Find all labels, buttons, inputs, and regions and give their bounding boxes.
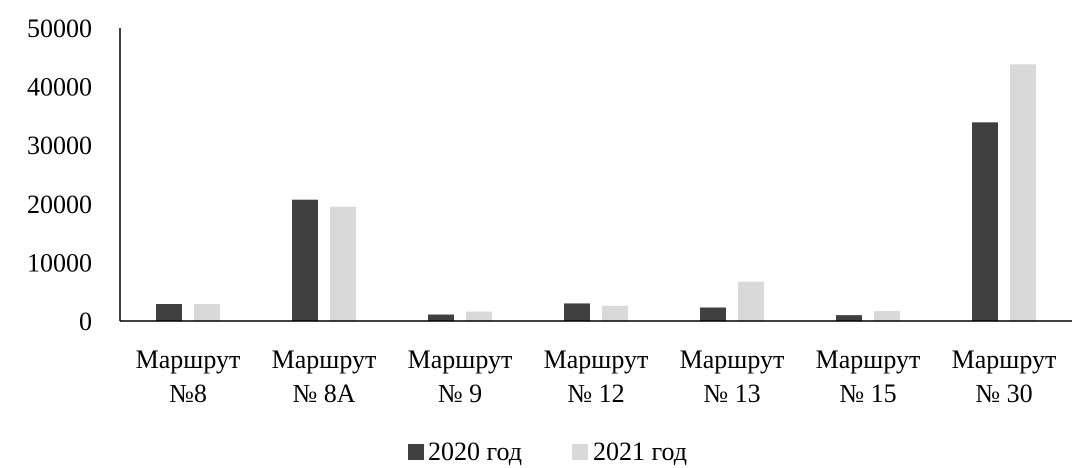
bar: [700, 307, 726, 321]
x-tick-label: Маршрут № 30: [952, 345, 1057, 408]
y-tick-label: 20000: [27, 190, 92, 219]
x-tick-label-line: Маршрут: [816, 345, 921, 374]
x-axis-labels: Маршрут №8 Маршрут № 8А Маршрут № 9 Маршрут № 1…: [136, 345, 1057, 408]
x-tick-label-line: № 8А: [292, 379, 355, 408]
bar: [602, 305, 628, 321]
x-tick-label-line: Маршрут: [408, 345, 513, 374]
legend-label: 2021 год: [593, 437, 687, 466]
bars: [156, 64, 1036, 321]
y-tick-label: 10000: [27, 248, 92, 277]
x-tick-label-line: № 9: [438, 379, 482, 408]
bar: [836, 315, 862, 321]
x-tick-label: Маршрут № 9: [408, 345, 513, 408]
x-tick-label-line: № 13: [703, 379, 760, 408]
bar: [738, 281, 764, 321]
y-tick-label: 50000: [27, 14, 92, 43]
bar: [330, 206, 356, 321]
y-tick-label: 40000: [27, 73, 92, 102]
x-tick-label-line: Маршрут: [680, 345, 785, 374]
x-tick-label-line: Маршрут: [136, 345, 241, 374]
x-tick-label: Маршрут № 12: [544, 345, 649, 408]
x-tick-label: Маршрут № 13: [680, 345, 785, 408]
bar: [292, 199, 318, 321]
y-axis-ticks: 0 10000 20000 30000 40000 50000: [27, 14, 92, 336]
x-tick-label-line: № 30: [975, 379, 1032, 408]
x-tick-label-line: Маршрут: [544, 345, 649, 374]
bar: [564, 303, 590, 321]
y-tick-label: 30000: [27, 131, 92, 160]
x-tick-label: Маршрут № 8А: [272, 345, 377, 408]
legend-swatch: [408, 444, 424, 460]
x-tick-label-line: Маршрут: [272, 345, 377, 374]
bar: [194, 304, 220, 321]
x-tick-label-line: № 15: [839, 379, 896, 408]
legend-label: 2020 год: [428, 437, 522, 466]
bar: [972, 122, 998, 321]
x-tick-label-line: №8: [169, 379, 207, 408]
bar: [874, 311, 900, 321]
bar: [1010, 64, 1036, 321]
x-tick-label: Маршрут №8: [136, 345, 241, 408]
x-tick-label-line: Маршрут: [952, 345, 1057, 374]
legend-swatch: [572, 444, 588, 460]
bar: [428, 314, 454, 321]
x-tick-label: Маршрут № 15: [816, 345, 921, 408]
x-tick-label-line: № 12: [567, 379, 624, 408]
y-tick-label: 0: [79, 307, 92, 336]
bar: [466, 311, 492, 321]
legend: 2020 год 2021 год: [408, 437, 687, 466]
bar: [156, 304, 182, 321]
